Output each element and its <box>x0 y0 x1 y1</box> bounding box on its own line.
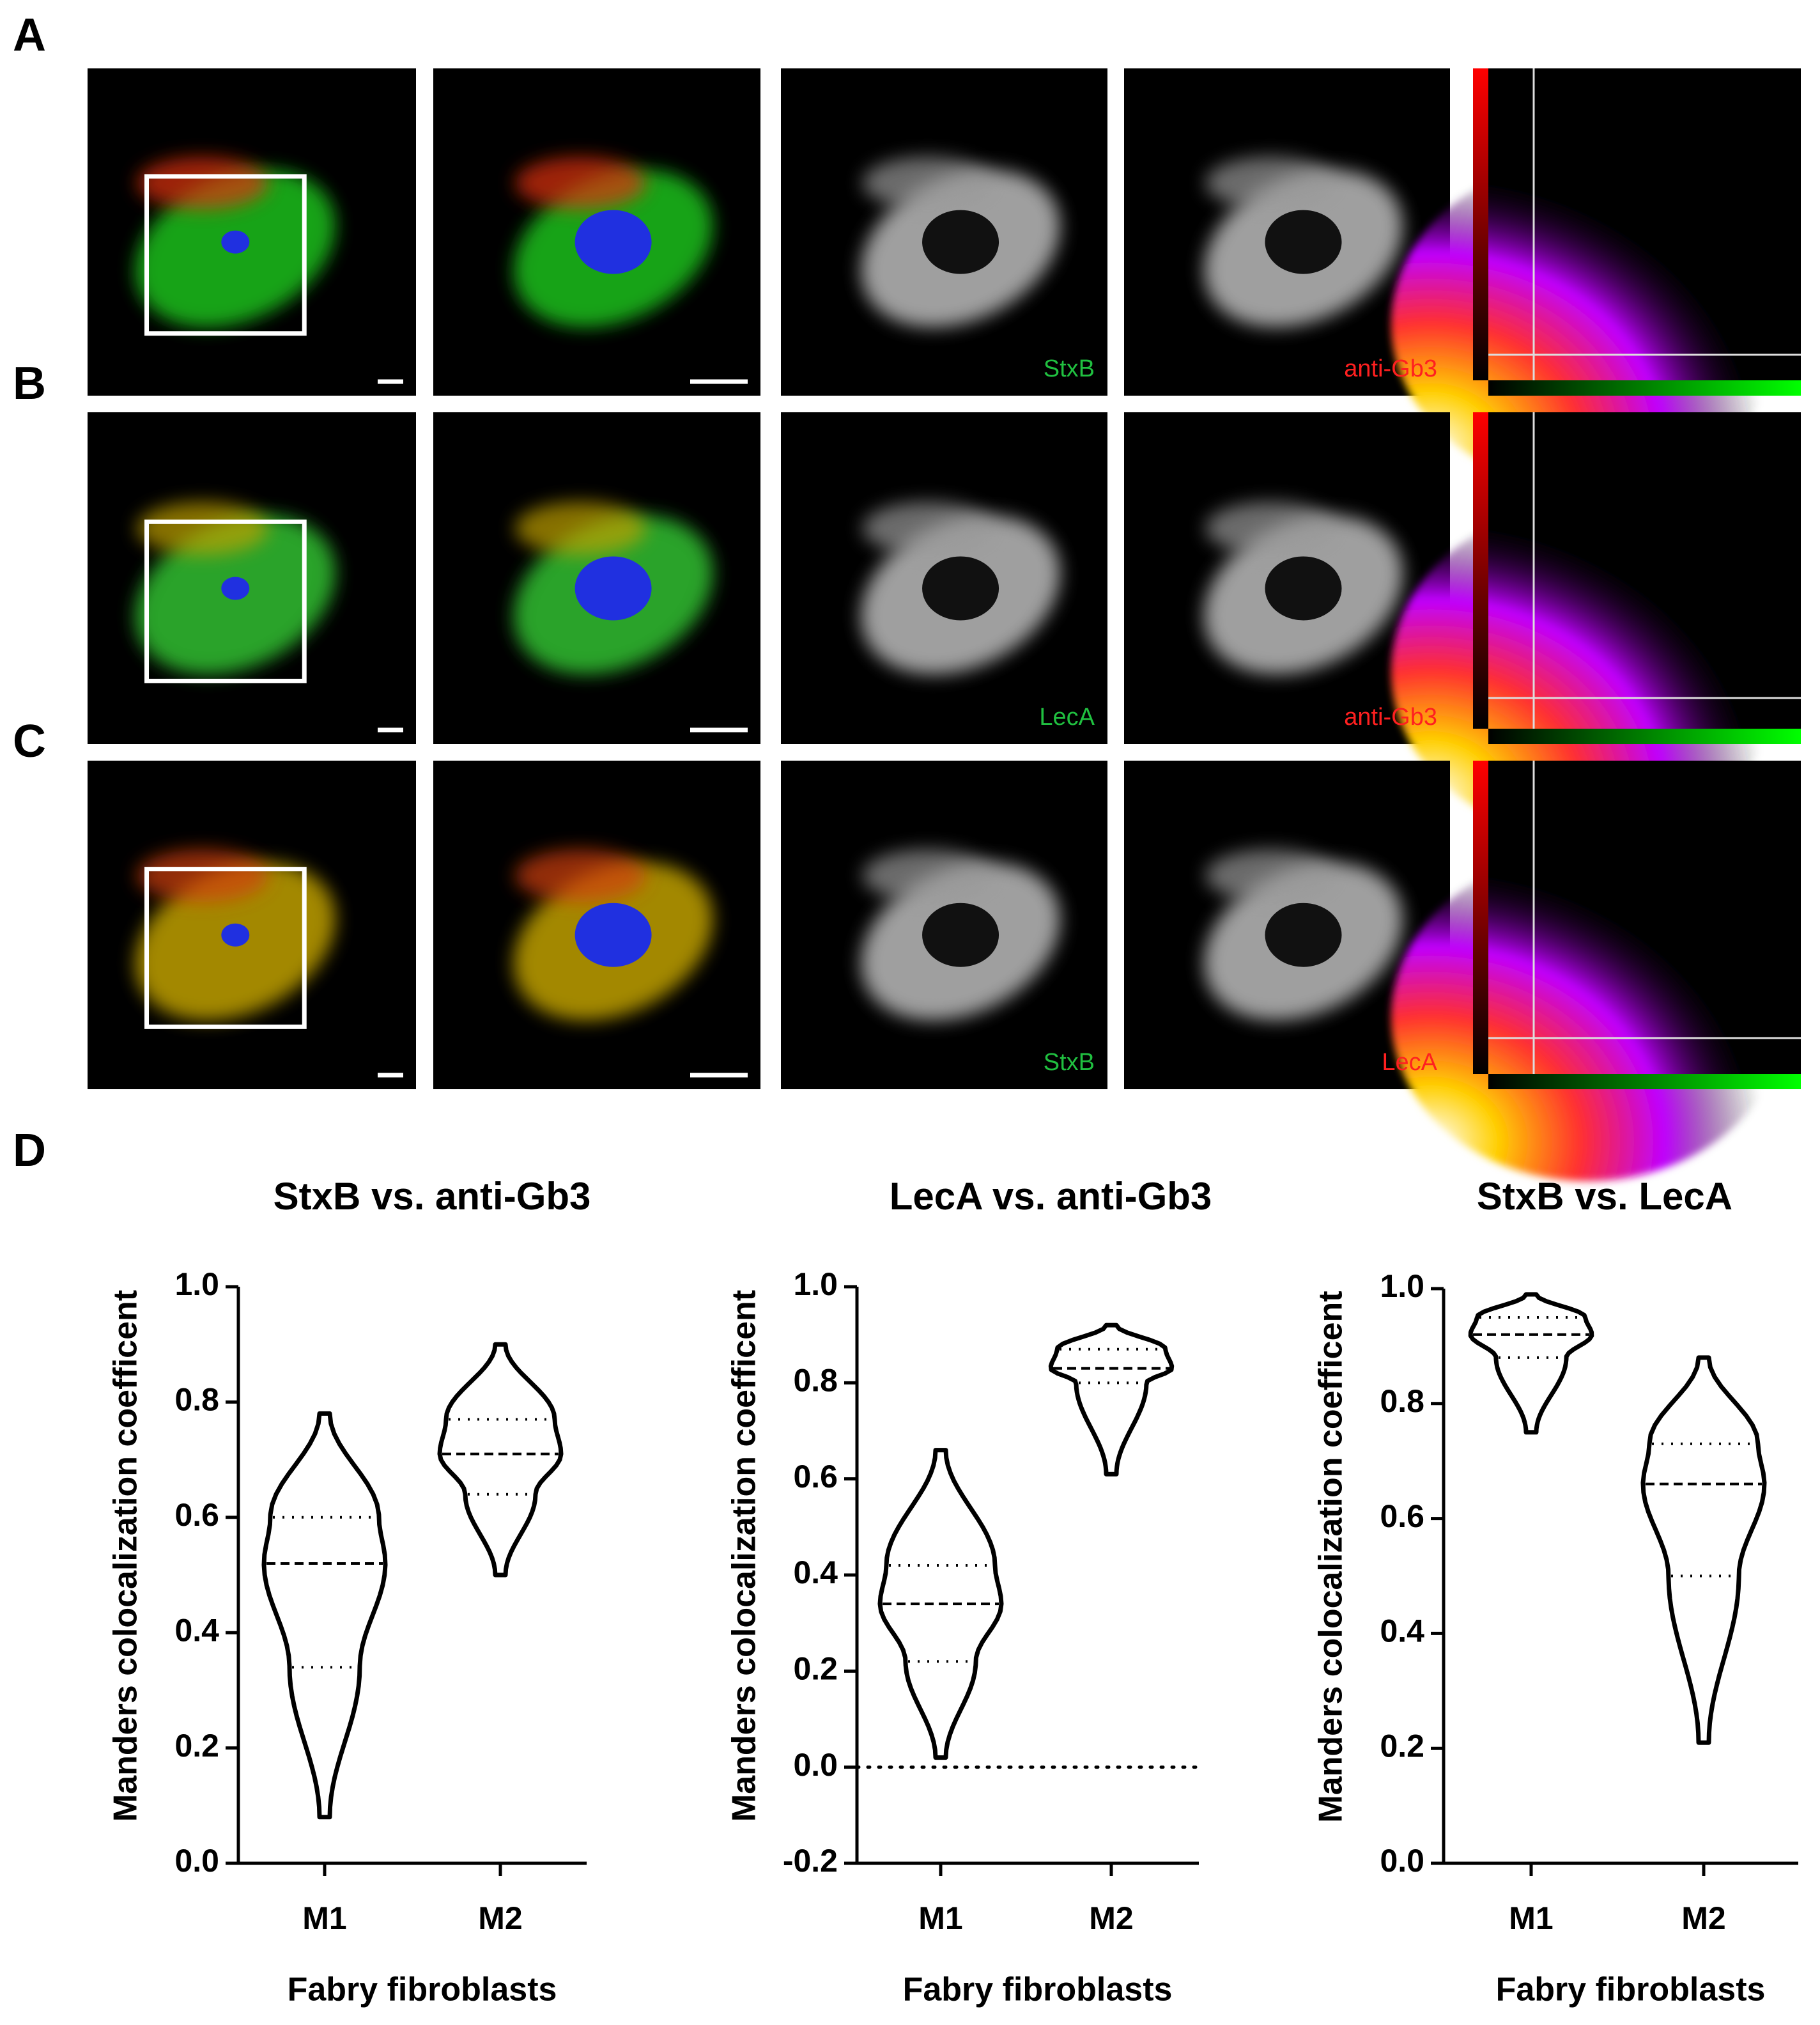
y-tick-label: 0.6 <box>174 1497 219 1533</box>
cell <box>515 849 646 903</box>
x-tick-label: M1 <box>302 1900 346 1936</box>
y-tick-label: 0.2 <box>1380 1728 1424 1764</box>
scatter-density <box>1391 160 1785 488</box>
nucleus-void <box>922 556 999 621</box>
violin-outline <box>1640 1355 1767 1745</box>
nucleus-void <box>1265 210 1342 274</box>
channel-label: anti-Gb3 <box>1344 704 1437 731</box>
cell <box>137 157 268 210</box>
cell <box>137 849 268 903</box>
y-tick-label: 0.8 <box>1380 1383 1424 1419</box>
violin-outline <box>1048 1323 1175 1477</box>
channel-bar <box>1488 1074 1801 1089</box>
y-tick-label: 0.0 <box>793 1747 838 1783</box>
nucleus-void <box>1265 556 1342 621</box>
cell <box>1205 157 1336 210</box>
y-tick-label: 1.0 <box>1380 1268 1424 1304</box>
violin-outline <box>261 1411 388 1820</box>
cell <box>862 502 994 555</box>
cell <box>515 502 646 555</box>
x-tick-label: M2 <box>1681 1900 1725 1936</box>
nucleus <box>575 903 652 967</box>
y-axis-label: Manders colocalization coefficent <box>1313 1291 1350 1822</box>
y-tick-label: -0.2 <box>783 1843 838 1879</box>
panel-letter: C <box>13 716 46 767</box>
chart-title: LecA vs. anti-Gb3 <box>890 1175 1212 1218</box>
channel-bar <box>1488 380 1801 396</box>
x-axis-label: Fabry fibroblasts <box>1496 1971 1766 2008</box>
inset-box <box>144 174 307 336</box>
inset-box <box>144 519 307 683</box>
chart-title: StxB vs. anti-Gb3 <box>274 1175 591 1218</box>
violin-outline <box>1468 1292 1594 1435</box>
channel-bar <box>1473 68 1488 380</box>
channel-label: StxB <box>1044 355 1095 382</box>
cell <box>1205 849 1336 903</box>
y-axis-label: Manders colocalization coefficent <box>726 1290 763 1822</box>
y-tick-label: 0.4 <box>793 1555 838 1590</box>
x-axis-label: Fabry fibroblasts <box>288 1971 557 2008</box>
y-axis-label: Manders colocalization coefficent <box>107 1290 144 1822</box>
channel-label: LecA <box>1039 704 1095 731</box>
nucleus <box>575 556 652 621</box>
y-tick-label: 0.4 <box>174 1612 219 1648</box>
channel-bar <box>1488 729 1801 744</box>
x-tick-label: M1 <box>918 1900 962 1936</box>
y-tick-label: 0.0 <box>174 1843 219 1879</box>
scatter-density <box>1391 852 1785 1181</box>
y-tick-label: 0.8 <box>174 1382 219 1418</box>
violin-outline <box>437 1342 564 1578</box>
x-axis-label: Fabry fibroblasts <box>903 1971 1173 2008</box>
scatter-density <box>1391 505 1785 837</box>
y-tick-label: 0.0 <box>1380 1843 1424 1879</box>
y-tick-label: 0.6 <box>793 1459 838 1494</box>
x-tick-label: M1 <box>1509 1900 1553 1936</box>
nucleus-void <box>1265 903 1342 967</box>
y-tick-label: 0.2 <box>793 1651 838 1687</box>
channel-bar <box>1473 412 1488 729</box>
channel-bar <box>1473 761 1488 1074</box>
y-tick-label: 1.0 <box>174 1266 219 1302</box>
nucleus <box>221 230 250 254</box>
inset-box <box>144 867 307 1029</box>
cell <box>515 157 646 210</box>
cell <box>1205 502 1336 555</box>
cell <box>862 849 994 903</box>
nucleus-void <box>922 903 999 967</box>
y-tick-label: 0.4 <box>1380 1613 1424 1649</box>
y-tick-label: 0.6 <box>1380 1498 1424 1534</box>
nucleus <box>575 210 652 274</box>
y-tick-label: 0.2 <box>174 1728 219 1764</box>
cell <box>862 157 994 210</box>
nucleus <box>221 923 250 947</box>
y-tick-label: 1.0 <box>793 1266 838 1302</box>
channel-label: anti-Gb3 <box>1344 355 1437 382</box>
nucleus-void <box>922 210 999 274</box>
chart-title: StxB vs. LecA <box>1477 1175 1732 1218</box>
cell <box>137 502 268 555</box>
nucleus <box>221 577 250 600</box>
panel-letter: D <box>13 1125 46 1176</box>
panel-letter: B <box>13 358 46 409</box>
panel-letter: A <box>13 10 46 61</box>
channel-label: StxB <box>1044 1049 1095 1076</box>
x-tick-label: M2 <box>478 1900 522 1936</box>
y-tick-label: 0.8 <box>793 1363 838 1399</box>
x-tick-label: M2 <box>1089 1900 1133 1936</box>
channel-label: LecA <box>1382 1049 1437 1076</box>
microscopy-panels <box>88 68 1801 1181</box>
